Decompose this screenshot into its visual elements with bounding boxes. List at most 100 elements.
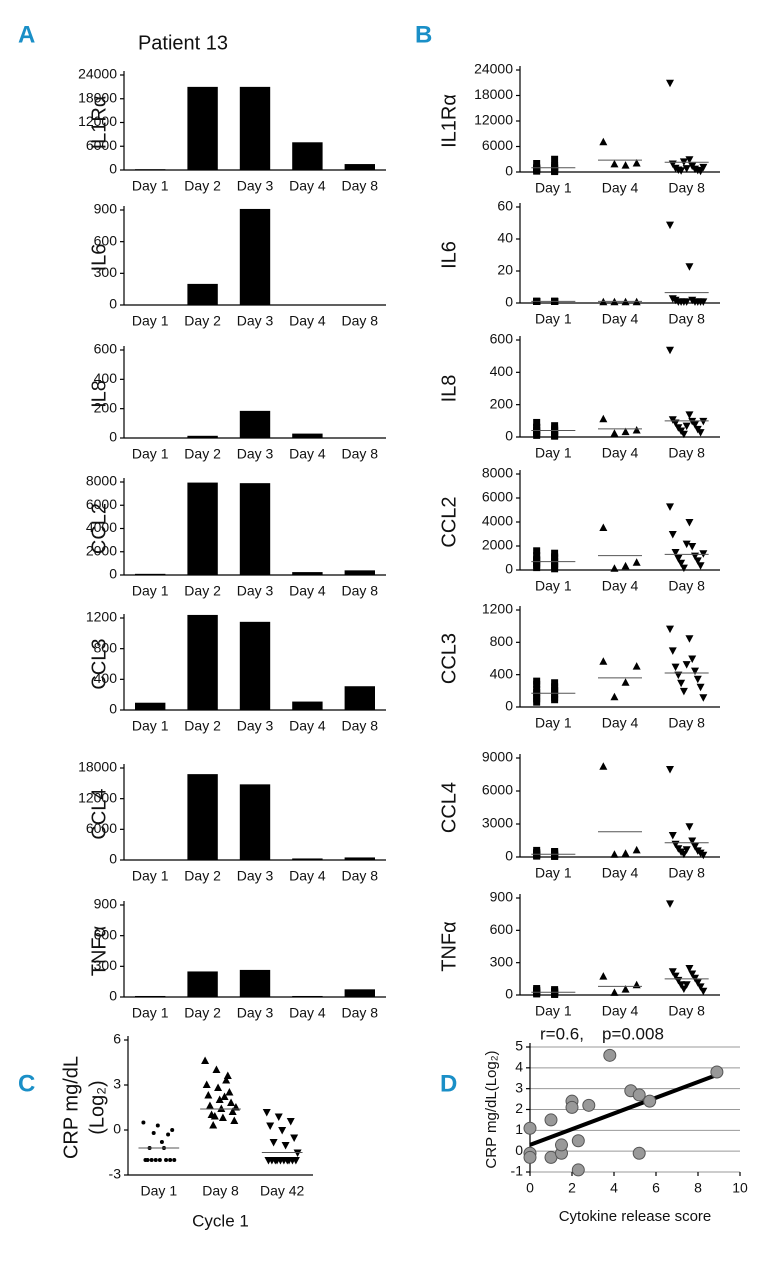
y-tick-label: 8000: [86, 473, 117, 489]
point: [666, 221, 674, 230]
x-tick-label: Day 4: [602, 578, 639, 594]
x-tick-label: Day 4: [289, 583, 326, 599]
y-axis-label: CCL2: [88, 503, 110, 554]
point: [671, 549, 680, 557]
point: [599, 972, 608, 980]
x-tick-label: Day 2: [184, 718, 221, 734]
bar: [239, 410, 271, 438]
bar: [239, 483, 271, 575]
point: [205, 1101, 214, 1109]
x-tick-label: 2: [568, 1180, 576, 1196]
bar: [187, 774, 218, 860]
y-tick-label: 0: [109, 701, 117, 717]
bar: [187, 971, 218, 997]
x-tick-label: Day 8: [668, 311, 705, 327]
point: [632, 980, 641, 989]
point: [699, 298, 708, 306]
point: [283, 1157, 292, 1165]
point: [262, 1109, 271, 1117]
bar: [239, 86, 271, 170]
point: [685, 519, 694, 527]
y-tick-label: 800: [490, 633, 514, 649]
point: [682, 981, 691, 989]
y-tick-label: 400: [94, 670, 118, 686]
point: [688, 543, 697, 551]
y-tick-label: 600: [94, 926, 118, 942]
point: [278, 1127, 287, 1135]
point: [551, 168, 559, 176]
point: [533, 555, 541, 563]
point: [668, 647, 677, 655]
bar: [239, 208, 271, 305]
y-tick-label: 300: [94, 264, 118, 280]
x-tick-label: Day 4: [289, 313, 326, 329]
x-tick-label: Day 8: [668, 578, 705, 594]
y-tick-label: 18000: [78, 89, 117, 105]
x-tick-label: Day 8: [342, 313, 379, 329]
y-axis-label: IL1Rα: [438, 94, 460, 148]
point: [632, 159, 641, 167]
point: [220, 1092, 229, 1100]
point: [621, 161, 630, 169]
x-tick-label: Day 1: [132, 583, 169, 599]
point: [218, 1113, 227, 1121]
point: [685, 823, 694, 831]
x-tick-label: Day 8: [668, 1003, 705, 1019]
bar: [239, 784, 271, 860]
y-tick-label: 3: [515, 1079, 523, 1095]
bar: [239, 969, 271, 997]
bar: [187, 614, 218, 710]
x-tick-label: 8: [694, 1180, 702, 1196]
x-tick-label: Day 4: [289, 868, 326, 884]
x-tick-label: Day 4: [602, 1003, 639, 1019]
x-tick-label: Day 1: [535, 1003, 572, 1019]
panel-label: A: [18, 21, 35, 48]
y-axis-label: CCL4: [88, 788, 110, 839]
y-tick-label: 24000: [474, 61, 513, 77]
point: [230, 1116, 239, 1124]
y-axis-label: IL6: [438, 241, 460, 269]
x-tick-label: Day 8: [342, 583, 379, 599]
point: [533, 423, 541, 431]
bar: [292, 433, 323, 438]
y-tick-label: 400: [490, 665, 514, 681]
point: [666, 503, 674, 511]
panel-label: B: [415, 21, 432, 48]
point: [688, 970, 697, 978]
point: [599, 657, 608, 665]
y-tick-label: 0: [109, 296, 117, 312]
y-tick-label: 5: [515, 1038, 523, 1054]
point: [610, 564, 619, 572]
bar: [135, 702, 166, 710]
point: [291, 1157, 300, 1165]
y-tick-label: 4: [515, 1059, 523, 1075]
y-axis-label: IL6: [88, 244, 110, 272]
x-tick-label: Day 3: [237, 313, 274, 329]
point: [682, 540, 691, 549]
point: [215, 1095, 224, 1103]
y-tick-label: 0: [109, 566, 117, 582]
point: [266, 1122, 275, 1130]
point: [201, 1056, 210, 1064]
point: [149, 1158, 154, 1162]
bar: [344, 164, 375, 170]
y-tick-label: 0: [109, 851, 117, 867]
x-tick-label: Day 3: [237, 446, 274, 462]
y-tick-label: -1: [511, 1163, 524, 1179]
point: [696, 562, 705, 570]
y-tick-label: 18000: [474, 86, 513, 102]
y-tick-label: 0: [505, 163, 513, 179]
y-tick-label: 6000: [86, 496, 117, 512]
point: [599, 414, 608, 423]
x-tick-label: Day 4: [602, 311, 639, 327]
y-axis-label: TNFα: [88, 926, 110, 976]
point: [668, 968, 677, 976]
x-tick-label: Day 1: [535, 445, 572, 461]
point: [271, 1157, 280, 1165]
point: [166, 1132, 171, 1137]
y-tick-label: 12000: [474, 112, 513, 128]
y-tick-label: 0: [505, 428, 513, 444]
point: [153, 1158, 158, 1162]
y-tick-label: 12000: [78, 789, 117, 805]
y-tick-label: 600: [490, 331, 514, 347]
